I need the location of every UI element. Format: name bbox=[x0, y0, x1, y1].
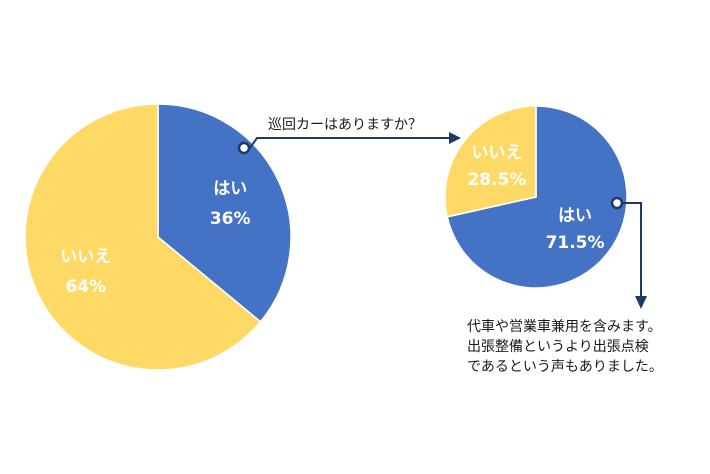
note-callout: 代車や営業車兼用を含みます。 出張整備というより出張点検 であるという声もありま… bbox=[467, 196, 663, 375]
pie1-slice-no bbox=[24, 103, 262, 371]
pie2-label-yes: はい bbox=[558, 206, 592, 226]
pie1-percent-yes: 36% bbox=[210, 209, 251, 229]
pie2-percent-no: 28.5% bbox=[467, 170, 526, 190]
question-callout-dot bbox=[237, 141, 251, 155]
pie-chart-2: はい 71.5% いいえ 28.5% bbox=[444, 105, 628, 289]
question-arrowhead bbox=[449, 132, 461, 144]
pie2-slice-no bbox=[444, 105, 537, 218]
note-arrowhead bbox=[635, 296, 647, 309]
pie2-slice-yes bbox=[446, 105, 628, 289]
note-line-2: 出張整備というより出張点検 bbox=[467, 339, 649, 355]
question-text: 巡回カーはありますか？ bbox=[268, 117, 422, 133]
note-line-3: であるという声もありました。 bbox=[467, 359, 663, 375]
pie2-label-no: いいえ bbox=[471, 143, 522, 163]
pie1-label-yes: はい bbox=[213, 179, 247, 199]
pie1-label-no: いいえ bbox=[60, 247, 111, 267]
note-line-1: 代車や営業車兼用を含みます。 bbox=[467, 318, 662, 335]
question-callout: 巡回カーはありますか？ bbox=[237, 117, 461, 155]
pie1-slice-yes bbox=[157, 103, 292, 323]
pie-chart-1: はい 36% いいえ 64% bbox=[24, 103, 292, 371]
note-callout-dot bbox=[610, 196, 624, 210]
pie2-percent-yes: 71.5% bbox=[546, 233, 605, 253]
note-connector-line bbox=[617, 202, 642, 298]
question-connector-line bbox=[244, 137, 452, 149]
pie1-percent-no: 64% bbox=[65, 277, 106, 297]
